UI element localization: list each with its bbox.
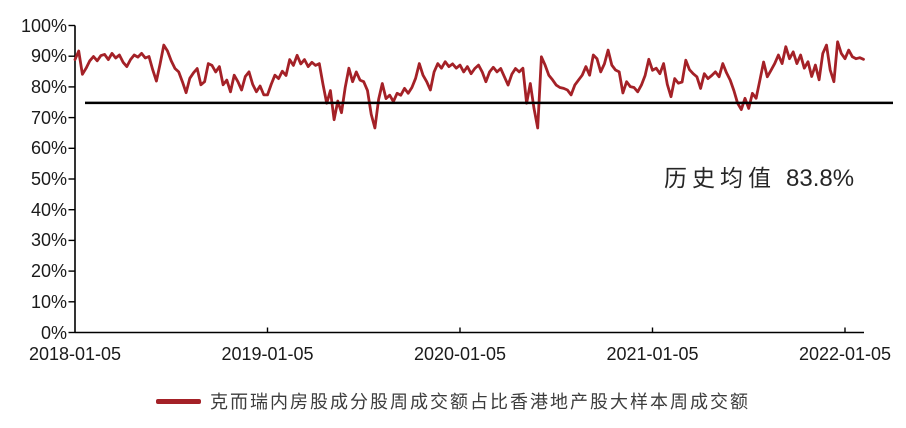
y-axis-tick-label: 90% <box>30 46 67 67</box>
x-axis-tick-label: 2019-01-05 <box>221 344 314 364</box>
y-axis-tick-label: 100% <box>20 15 67 36</box>
y-axis-tick-label: 80% <box>30 76 67 97</box>
mean-annotation: 历史均值 83.8% <box>664 159 854 193</box>
series-line <box>73 40 865 130</box>
x-axis-tick-label: 2022-01-05 <box>798 344 892 364</box>
legend-line-swatch <box>156 398 201 404</box>
legend-label: 克而瑞内房股成分股周成交额占比香港地产股大样本周成交额 <box>210 392 750 413</box>
y-axis-tick-label: 30% <box>30 230 67 251</box>
chart-legend: 克而瑞内房股成分股周成交额占比香港地产股大样本周成交额 <box>0 392 906 413</box>
y-axis-tick-label: 40% <box>30 199 67 220</box>
mean-annotation-label: 历史均值 <box>664 166 776 192</box>
y-axis-tick-label: 10% <box>30 291 67 312</box>
y-axis-tick-label: 20% <box>30 261 67 282</box>
y-axis-tick-label: 50% <box>30 169 67 189</box>
x-axis-tick-label: 2021-01-05 <box>606 344 699 364</box>
y-axis-tick-label: 70% <box>30 107 67 128</box>
y-axis-tick-label: 0% <box>40 322 67 343</box>
x-axis-tick-label: 2018-01-05 <box>28 344 122 364</box>
y-axis-tick-label: 60% <box>30 138 67 159</box>
mean-annotation-value: 83.8% <box>786 165 855 192</box>
x-axis-tick-label: 2020-01-05 <box>413 344 507 364</box>
